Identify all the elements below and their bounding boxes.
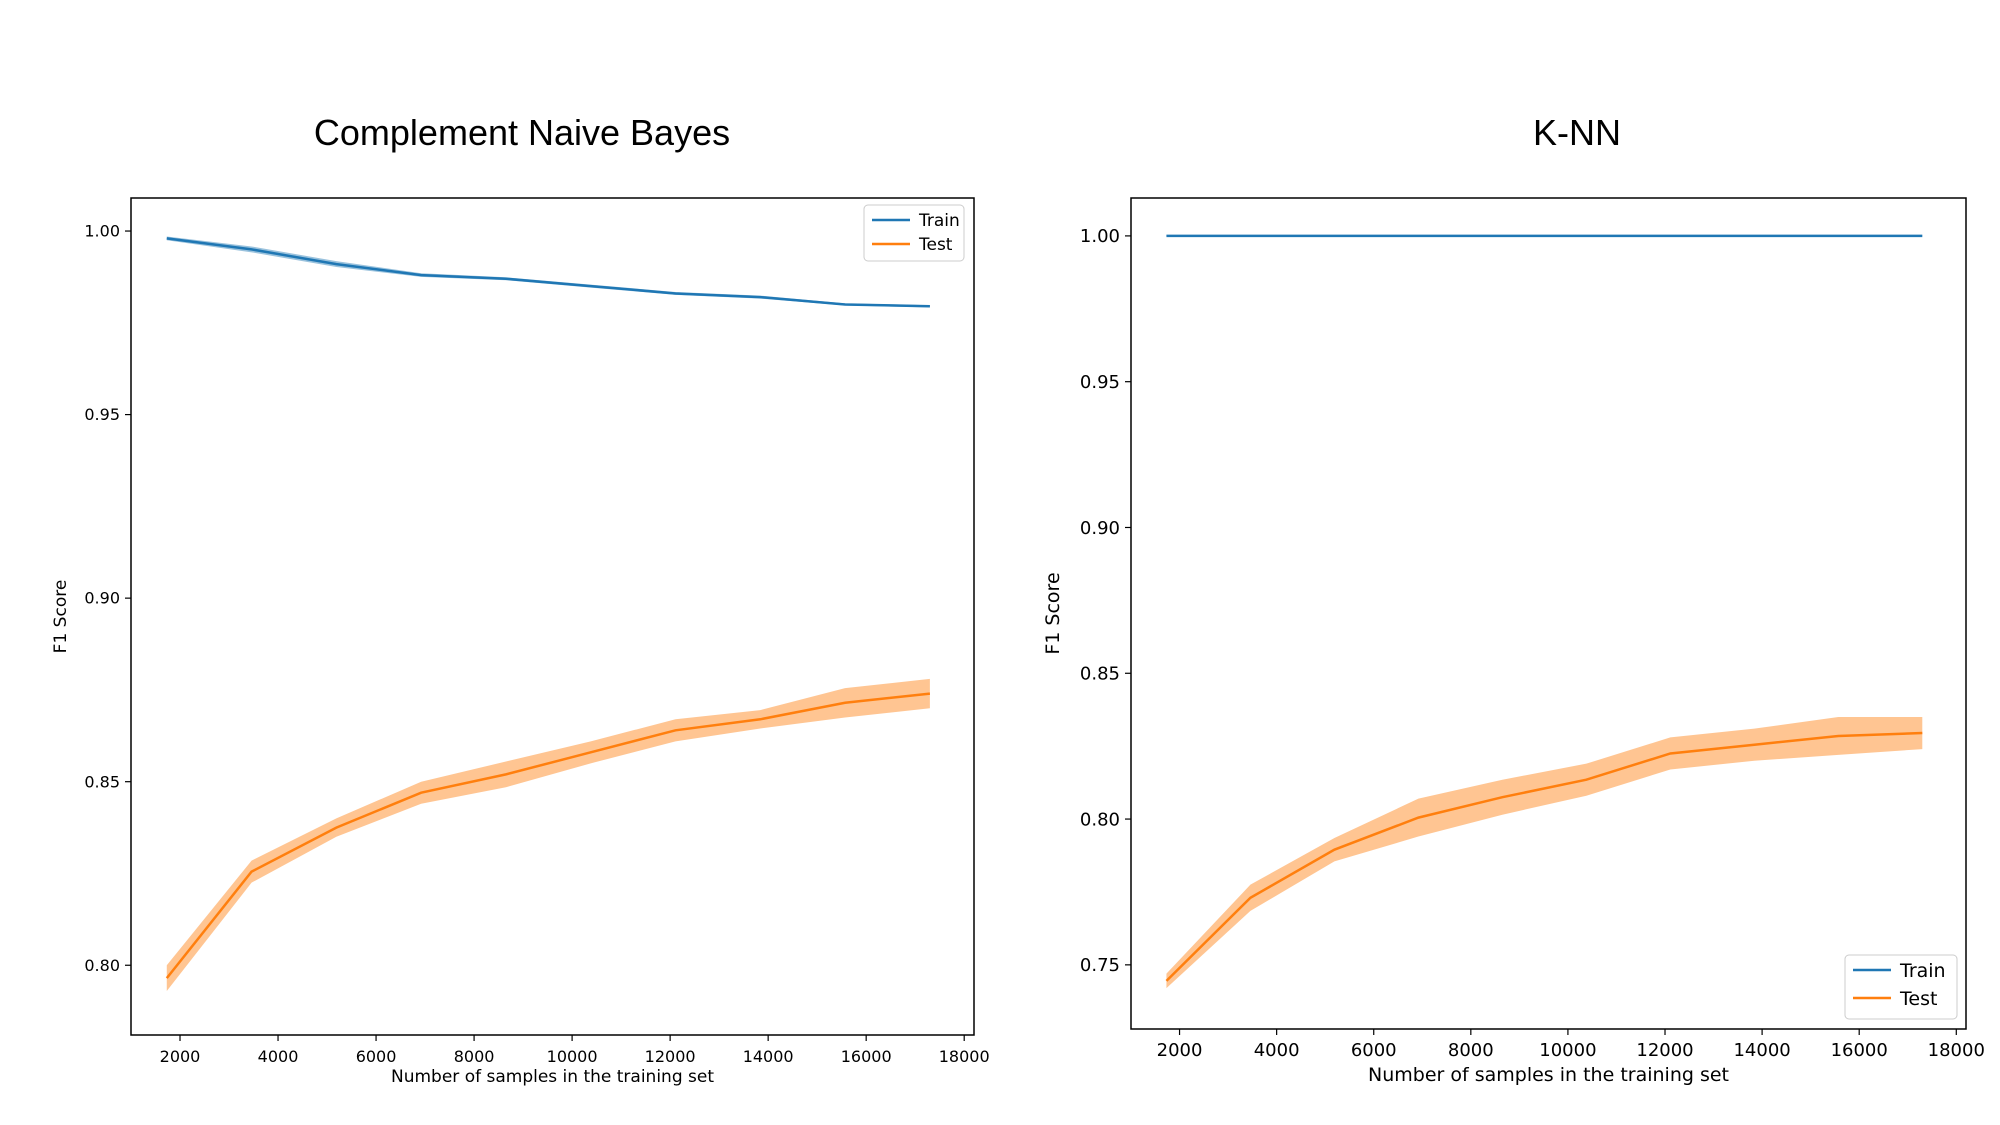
series-line-train (166, 237, 930, 308)
series-band-test (166, 678, 930, 991)
y-tick-label: 0.90 (1080, 518, 1120, 539)
series-line-test (165, 692, 931, 979)
y-tick-label: 0.85 (1080, 664, 1120, 685)
y-tick-label: 0.80 (1080, 809, 1120, 830)
x-tick-label: 18000 (1928, 1040, 1985, 1061)
legend-label-train: Train (1899, 960, 1946, 982)
chart-title-right: K-NN (1533, 112, 1621, 153)
x-tick-label: 12000 (1636, 1040, 1693, 1061)
x-tick-label: 16000 (841, 1047, 892, 1066)
y-tick-label: 1.00 (84, 222, 120, 241)
y-axis-label: F1 Score (1042, 572, 1064, 654)
x-axis-label: Number of samples in the training set (391, 1067, 714, 1087)
y-tick-label: 1.00 (1080, 226, 1120, 247)
legend-label-train: Train (918, 211, 960, 231)
x-tick-label: 16000 (1831, 1040, 1888, 1061)
legend: Train Test (1844, 954, 1958, 1020)
x-tick-label: 10000 (547, 1047, 598, 1066)
x-axis-label: Number of samples in the training set (1368, 1064, 1729, 1086)
x-tick-label: 12000 (645, 1047, 696, 1066)
x-tick-label: 14000 (1733, 1040, 1790, 1061)
y-tick-label: 0.95 (84, 405, 120, 424)
x-tick-label: 6000 (356, 1047, 397, 1066)
y-axis-label: F1 Score (51, 580, 71, 654)
chart-1: 2000 4000 6000 8000 10000 12000 14000 16000 1800… (51, 197, 990, 1087)
y-tick-label: 0.80 (84, 956, 120, 975)
legend: Train Test (863, 204, 965, 262)
x-tick-label: 18000 (939, 1047, 990, 1066)
y-tick-label: 0.75 (1080, 955, 1120, 976)
x-tick-label: 6000 (1351, 1040, 1397, 1061)
y-tick-label: 0.95 (1080, 372, 1120, 393)
series-band-train (166, 236, 930, 308)
x-tick-label: 14000 (743, 1047, 794, 1066)
chart-title-left: Complement Naive Bayes (313, 112, 731, 153)
x-tick-label: 2000 (160, 1047, 201, 1066)
x-tick-label: 4000 (1254, 1040, 1300, 1061)
legend-label-test: Test (1899, 988, 1937, 1010)
plot-frame (130, 197, 975, 1036)
series-band-test (1166, 717, 1923, 989)
x-tick-label: 2000 (1157, 1040, 1203, 1061)
x-tick-label: 8000 (454, 1047, 495, 1066)
x-tick-label: 8000 (1448, 1040, 1494, 1061)
x-tick-label: 4000 (258, 1047, 299, 1066)
chart-2: 2000 4000 6000 8000 10000 12000 14000 16000 1800… (1042, 197, 1985, 1086)
x-tick-label: 10000 (1539, 1040, 1596, 1061)
series-line-test (1165, 731, 1923, 982)
y-tick-label: 0.85 (84, 772, 120, 791)
legend-label-test: Test (918, 235, 953, 255)
plot-frame (1130, 197, 1967, 1030)
y-tick-label: 0.90 (84, 589, 120, 608)
